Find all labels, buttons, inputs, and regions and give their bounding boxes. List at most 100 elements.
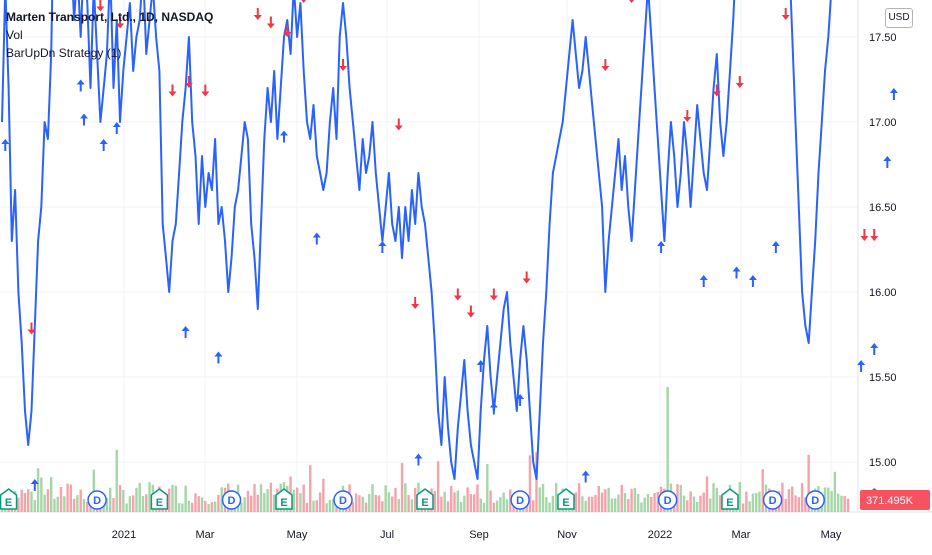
volume-bar xyxy=(410,499,414,512)
dividend-marker[interactable] xyxy=(657,490,678,510)
volume-bar xyxy=(302,484,305,512)
volume-bar xyxy=(699,495,702,512)
sell-signal-arrowhead xyxy=(253,15,262,20)
dividend-marker[interactable] xyxy=(510,490,530,510)
volume-bar xyxy=(69,484,73,512)
volume-bar xyxy=(354,493,358,512)
volume-bar xyxy=(197,496,200,512)
volume-bar xyxy=(613,498,617,512)
y-tick-label: 15.50 xyxy=(869,372,897,384)
earnings-marker[interactable] xyxy=(416,488,434,510)
volume-bar xyxy=(804,497,807,512)
buy-signal-arrowhead xyxy=(312,232,321,238)
volume-bar xyxy=(181,503,184,512)
volume-bar xyxy=(702,492,705,512)
volume-bar xyxy=(400,462,404,512)
volume-bar xyxy=(469,494,473,512)
volume-bar xyxy=(591,496,594,512)
volume-bar xyxy=(63,496,66,512)
volume-bar xyxy=(686,500,689,512)
volume-bar xyxy=(761,469,764,512)
earnings-marker[interactable] xyxy=(721,488,739,510)
sell-signal-arrowhead xyxy=(96,6,105,12)
dividend-marker-label: D xyxy=(811,495,819,507)
volume-bar xyxy=(174,485,177,512)
earnings-marker-label: E xyxy=(562,497,569,509)
volume-bar xyxy=(217,494,220,512)
earnings-marker[interactable] xyxy=(557,488,575,510)
volume-bar xyxy=(499,497,502,512)
dividend-marker[interactable] xyxy=(762,490,783,510)
volume-bar xyxy=(145,494,148,512)
volume-bar xyxy=(394,487,397,512)
sell-signal-arrowhead xyxy=(601,66,610,71)
volume-bar xyxy=(220,487,223,512)
dividend-marker[interactable] xyxy=(221,490,242,510)
dividend-marker[interactable] xyxy=(333,490,353,510)
volume-bar xyxy=(840,495,843,512)
volume-bar xyxy=(692,496,696,512)
volume-bar xyxy=(758,491,761,512)
volume-bar xyxy=(597,486,600,512)
volume-bar xyxy=(384,485,387,512)
volume-bar xyxy=(115,449,118,512)
volume-bar xyxy=(200,497,204,512)
x-tick-label: Sep xyxy=(469,529,489,541)
volume-bar xyxy=(377,495,381,512)
volume-bar xyxy=(459,502,463,512)
sell-signal-arrowhead xyxy=(712,91,721,97)
currency-button[interactable]: USD xyxy=(885,8,913,28)
volume-bar xyxy=(748,501,751,512)
volume-bar xyxy=(695,501,699,512)
volume-bar xyxy=(554,483,558,512)
volume-bar xyxy=(718,495,722,512)
volume-bar xyxy=(122,489,125,512)
earnings-marker-label: E xyxy=(421,497,428,509)
chart-legend: Marten Transport, Ltd., 1D, NASDAQ Vol B… xyxy=(6,8,213,62)
dividend-marker[interactable] xyxy=(87,490,107,510)
volume-bar xyxy=(830,490,833,512)
earnings-marker[interactable] xyxy=(0,488,18,510)
volume-bar xyxy=(600,492,604,512)
volume-bar xyxy=(836,493,840,512)
buy-signal-arrowhead xyxy=(581,470,590,476)
x-tick-label: 2022 xyxy=(648,529,672,541)
dividend-marker-label: D xyxy=(339,495,347,507)
volume-bar xyxy=(364,502,368,512)
vol-indicator-label[interactable]: Vol xyxy=(6,28,23,42)
symbol-title[interactable]: Marten Transport, Ltd., 1D, NASDAQ xyxy=(6,10,214,24)
volume-bar xyxy=(528,455,532,512)
volume-bar xyxy=(436,461,440,512)
buy-signal-arrowhead xyxy=(476,360,485,365)
volume-bar xyxy=(532,500,535,512)
volume-bar xyxy=(745,491,748,512)
earnings-marker-label: E xyxy=(726,497,733,509)
volume-bar xyxy=(656,491,660,512)
sell-signal-arrowhead xyxy=(27,329,36,335)
strategy-indicator-label[interactable]: BarUpDn Strategy (1) xyxy=(6,46,122,60)
earnings-marker[interactable] xyxy=(275,488,293,510)
buy-signal-arrowhead xyxy=(378,241,387,246)
earnings-marker-label: E xyxy=(280,497,287,509)
volume-bar xyxy=(492,502,496,512)
volume-bar xyxy=(505,499,509,512)
earnings-marker[interactable] xyxy=(150,488,169,510)
buy-signal-arrowhead xyxy=(699,275,708,280)
buy-signal-arrowhead xyxy=(414,453,423,459)
volume-bar xyxy=(210,502,214,512)
volume-bar xyxy=(295,487,299,512)
buy-signal-arrowhead xyxy=(76,79,85,85)
volume-bar xyxy=(676,484,679,512)
volume-bar xyxy=(650,496,653,512)
buy-signal-arrowhead xyxy=(30,479,39,484)
dividend-marker[interactable] xyxy=(805,490,825,510)
buy-signal-arrowhead xyxy=(181,326,190,331)
volume-bar xyxy=(617,494,620,512)
volume-bar xyxy=(299,492,302,512)
volume-bar xyxy=(266,489,269,512)
volume-bar xyxy=(246,490,250,512)
volume-bar xyxy=(207,503,210,512)
volume-bar xyxy=(131,495,135,512)
volume-bar xyxy=(574,492,578,512)
